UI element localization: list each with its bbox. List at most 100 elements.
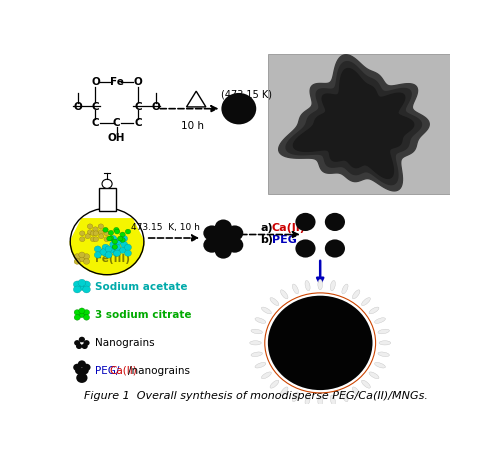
Circle shape [74, 254, 80, 259]
Circle shape [114, 227, 119, 232]
Text: Ca(II): Ca(II) [110, 366, 138, 376]
Circle shape [98, 224, 103, 229]
Circle shape [104, 231, 110, 236]
Text: C: C [113, 118, 120, 128]
Circle shape [114, 229, 120, 234]
Text: 3 sodium citrate: 3 sodium citrate [96, 310, 192, 320]
Bar [98, 188, 116, 211]
Circle shape [118, 236, 123, 241]
Circle shape [296, 239, 316, 257]
Polygon shape [286, 62, 422, 185]
Ellipse shape [352, 387, 360, 396]
Ellipse shape [262, 307, 272, 314]
Ellipse shape [352, 290, 360, 299]
Text: 473.15  K, 10 h: 473.15 K, 10 h [131, 223, 200, 232]
Bar [268, 54, 450, 194]
Text: PEG: PEG [272, 235, 296, 245]
Circle shape [79, 308, 85, 314]
Circle shape [115, 238, 122, 245]
Circle shape [102, 250, 109, 257]
Ellipse shape [280, 387, 288, 396]
Circle shape [102, 179, 112, 188]
Ellipse shape [251, 329, 262, 334]
Circle shape [74, 281, 81, 288]
Text: C: C [134, 102, 142, 112]
Ellipse shape [305, 395, 310, 405]
Circle shape [88, 224, 92, 229]
Text: (473.15 K): (473.15 K) [222, 90, 272, 100]
Ellipse shape [255, 318, 266, 323]
Circle shape [94, 246, 101, 252]
Circle shape [113, 250, 120, 257]
Circle shape [105, 252, 112, 258]
Circle shape [204, 226, 220, 241]
Text: Figure 1  Overall synthesis of monodisperse PEG/Ca(II)/MNGs.: Figure 1 Overall synthesis of monodisper… [84, 391, 428, 401]
Circle shape [75, 367, 83, 375]
Circle shape [74, 315, 80, 320]
Circle shape [114, 244, 120, 251]
Circle shape [120, 237, 126, 242]
Circle shape [222, 93, 256, 124]
Circle shape [90, 237, 96, 242]
Circle shape [325, 213, 345, 231]
Circle shape [84, 254, 89, 259]
Ellipse shape [318, 279, 322, 290]
Text: Nanograins: Nanograins [96, 338, 155, 348]
Text: O: O [91, 78, 100, 88]
Circle shape [74, 310, 80, 315]
Circle shape [124, 250, 132, 257]
Circle shape [74, 340, 80, 345]
Circle shape [112, 244, 117, 249]
Circle shape [82, 281, 90, 288]
Circle shape [215, 219, 232, 235]
Ellipse shape [292, 284, 298, 294]
Text: C: C [92, 102, 99, 112]
Text: Sodium acetate: Sodium acetate [96, 282, 188, 292]
Circle shape [120, 241, 128, 247]
Circle shape [85, 234, 90, 239]
Circle shape [114, 250, 120, 257]
Ellipse shape [330, 281, 336, 291]
Circle shape [215, 232, 232, 247]
Text: PEG/: PEG/ [96, 366, 120, 376]
Circle shape [74, 286, 81, 293]
Ellipse shape [374, 362, 386, 368]
Circle shape [204, 237, 220, 253]
Circle shape [93, 237, 98, 242]
Circle shape [74, 259, 80, 264]
Ellipse shape [374, 318, 386, 323]
Circle shape [124, 244, 132, 251]
Polygon shape [294, 69, 414, 178]
Circle shape [79, 256, 85, 262]
Circle shape [119, 247, 126, 253]
Ellipse shape [369, 307, 379, 314]
Text: /nanograins: /nanograins [128, 366, 190, 376]
Circle shape [79, 312, 85, 318]
Circle shape [88, 230, 92, 235]
Circle shape [78, 283, 86, 291]
Circle shape [120, 232, 126, 237]
Circle shape [82, 364, 90, 371]
Circle shape [76, 343, 82, 349]
Text: b): b) [260, 235, 273, 245]
Circle shape [104, 237, 110, 242]
Ellipse shape [378, 329, 390, 334]
Circle shape [82, 286, 90, 293]
Circle shape [296, 213, 316, 231]
Ellipse shape [305, 281, 310, 291]
Text: Fe(III): Fe(III) [96, 254, 130, 264]
Circle shape [78, 279, 86, 286]
Circle shape [112, 239, 117, 244]
Circle shape [325, 239, 345, 257]
Text: O: O [134, 78, 142, 88]
Ellipse shape [280, 290, 288, 299]
Ellipse shape [262, 372, 272, 379]
Ellipse shape [362, 380, 370, 388]
Circle shape [80, 231, 85, 236]
Text: OH: OH [108, 133, 126, 143]
Text: O: O [74, 102, 82, 112]
Circle shape [84, 310, 89, 315]
Circle shape [103, 227, 108, 232]
Text: a): a) [260, 222, 273, 232]
Circle shape [110, 236, 117, 242]
